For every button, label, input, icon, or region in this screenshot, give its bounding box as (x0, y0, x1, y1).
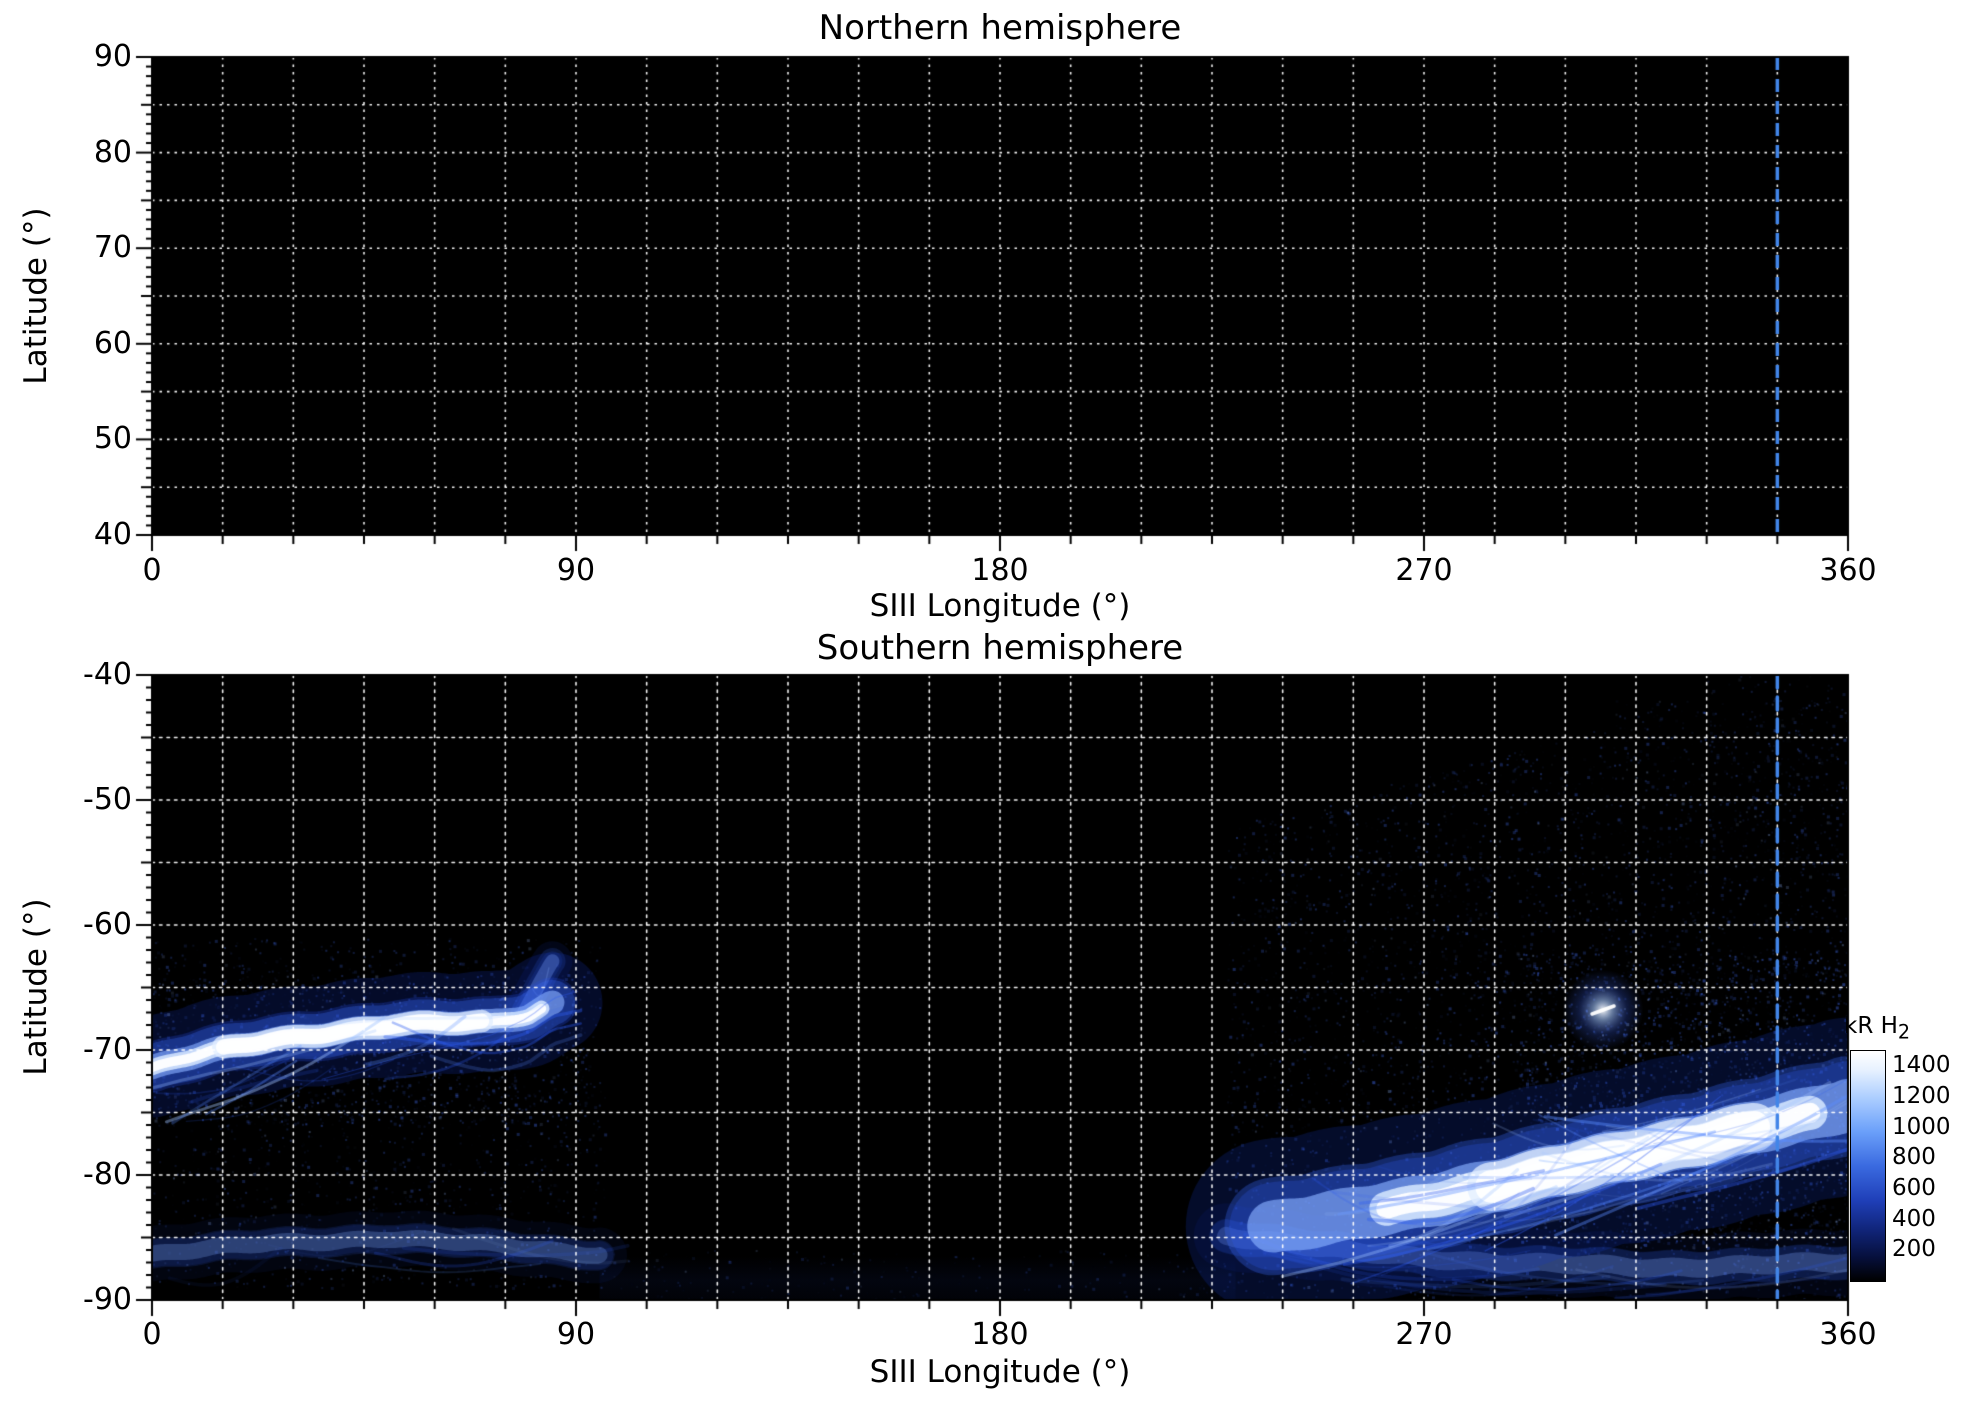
north-x-tick-label: 360 (1819, 553, 1877, 588)
south-y-tick-label: -40 (83, 657, 132, 692)
north-x-tick-label: 180 (971, 553, 1029, 588)
colorbar-title-subscript: 2 (1897, 1020, 1911, 1044)
north-x-tick-label: 0 (142, 553, 162, 588)
south-y-tick-label: -70 (83, 1032, 132, 1067)
south-panel-title: Southern hemisphere (816, 628, 1184, 668)
colorbar (1850, 1050, 1886, 1282)
colorbar-tick-label: 800 (1892, 1144, 1936, 1171)
colorbar-tick-label: 600 (1892, 1175, 1936, 1201)
south-y-tick-label: -80 (83, 1157, 132, 1192)
north-heatmap (152, 57, 1848, 535)
colorbar-tick-label: 400 (1892, 1205, 1936, 1232)
north-x-tick-label: 90 (556, 553, 596, 588)
south-y-tick-label: -60 (83, 907, 132, 942)
north-y-tick-label: 70 (93, 230, 132, 266)
north-y-tick-label: 50 (93, 421, 132, 457)
south-y-axis-label: Latitude (°) (18, 898, 54, 1076)
north-y-tick-label: 60 (93, 325, 132, 361)
south-x-tick-label: 270 (1395, 1317, 1453, 1352)
south-x-tick-label: 360 (1819, 1317, 1877, 1352)
colorbar-tick-label: 1000 (1892, 1113, 1951, 1140)
north-x-tick-label: 270 (1395, 553, 1453, 588)
north-y-tick-label: 90 (93, 39, 132, 74)
north-panel-title: Northern hemisphere (818, 8, 1182, 48)
south-x-axis-label: SIII Longitude (°) (869, 1354, 1131, 1390)
south-heatmap (152, 675, 1848, 1300)
colorbar-tick-label: 200 (1892, 1236, 1936, 1263)
north-y-axis-label: Latitude (°) (18, 207, 54, 385)
north-x-axis-label: SIII Longitude (°) (869, 588, 1131, 624)
south-x-tick-label: 180 (971, 1317, 1029, 1352)
colorbar-title: kR H2 (1844, 1012, 1910, 1047)
colorbar-tick-label: 1400 (1892, 1052, 1951, 1079)
colorbar-tick-label: 1200 (1892, 1083, 1951, 1109)
colorbar-title-text: kR H (1844, 1013, 1898, 1039)
south-y-tick-label: -50 (83, 782, 132, 817)
south-y-tick-label: -90 (83, 1282, 132, 1317)
south-x-tick-label: 90 (556, 1317, 596, 1352)
south-x-tick-label: 0 (142, 1317, 162, 1352)
north-y-tick-label: 80 (93, 134, 132, 170)
north-y-tick-label: 40 (93, 517, 132, 552)
